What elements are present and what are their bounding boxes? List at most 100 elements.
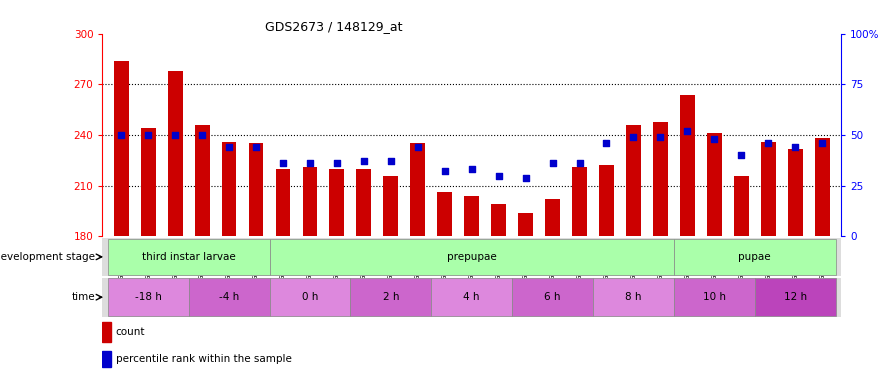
Text: 0 h: 0 h <box>302 292 318 302</box>
Bar <box>102 322 111 342</box>
Text: count: count <box>116 327 145 338</box>
Text: GSM67106: GSM67106 <box>577 240 583 280</box>
Text: GSM67105: GSM67105 <box>550 240 555 280</box>
Text: GSM67092: GSM67092 <box>226 240 232 280</box>
Text: GSM67107: GSM67107 <box>603 240 610 280</box>
Text: percentile rank within the sample: percentile rank within the sample <box>116 354 292 364</box>
Bar <box>734 176 748 236</box>
Point <box>195 132 209 138</box>
Bar <box>788 148 803 236</box>
Text: GSM67088: GSM67088 <box>118 240 125 280</box>
Point <box>546 160 560 166</box>
Text: GSM67099: GSM67099 <box>415 240 421 280</box>
Point <box>276 160 290 166</box>
Text: GSM67100: GSM67100 <box>441 240 448 280</box>
Bar <box>707 134 722 236</box>
Text: GSM67093: GSM67093 <box>253 240 259 280</box>
Point <box>734 152 748 158</box>
Point <box>222 144 236 150</box>
Bar <box>357 169 371 236</box>
Point <box>491 172 506 178</box>
Text: GSM67090: GSM67090 <box>172 240 178 280</box>
Point <box>141 132 155 138</box>
Text: GSM67108: GSM67108 <box>630 240 636 280</box>
Point <box>653 134 668 140</box>
Bar <box>222 142 237 236</box>
Point <box>572 160 587 166</box>
Bar <box>437 192 452 236</box>
Bar <box>351 278 432 316</box>
Bar <box>303 167 318 236</box>
Point <box>330 160 344 166</box>
Bar <box>465 196 479 236</box>
Text: GSM67109: GSM67109 <box>658 240 663 280</box>
Bar <box>189 278 270 316</box>
Point <box>599 140 613 146</box>
Bar <box>674 278 755 316</box>
Text: GSM67101: GSM67101 <box>469 240 474 280</box>
Text: 8 h: 8 h <box>625 292 642 302</box>
Text: third instar larvae: third instar larvae <box>142 252 236 262</box>
Bar <box>384 176 398 236</box>
Bar <box>518 213 533 236</box>
Text: GSM67091: GSM67091 <box>199 240 205 280</box>
Point <box>815 140 829 146</box>
Point <box>357 158 371 164</box>
Point <box>114 132 128 138</box>
Point <box>708 136 722 142</box>
Bar <box>108 239 270 275</box>
Bar <box>814 138 829 236</box>
Bar <box>108 278 189 316</box>
Bar <box>114 61 129 236</box>
Text: GSM67095: GSM67095 <box>307 240 313 280</box>
Bar <box>491 204 506 236</box>
Text: GSM67098: GSM67098 <box>388 240 393 280</box>
Text: 10 h: 10 h <box>703 292 726 302</box>
Point <box>465 166 479 172</box>
Text: -4 h: -4 h <box>219 292 239 302</box>
Point <box>249 144 263 150</box>
Point <box>789 144 803 150</box>
Point <box>168 132 182 138</box>
Text: GSM67094: GSM67094 <box>280 240 286 280</box>
Text: 2 h: 2 h <box>383 292 399 302</box>
Text: GSM67089: GSM67089 <box>145 240 151 280</box>
Bar <box>674 239 836 275</box>
Bar <box>572 167 587 236</box>
Bar <box>653 122 668 236</box>
Bar <box>167 71 182 236</box>
Bar <box>248 144 263 236</box>
Bar <box>755 278 836 316</box>
Bar <box>432 278 512 316</box>
Bar <box>102 351 111 367</box>
Bar <box>410 144 425 236</box>
Text: GSM67114: GSM67114 <box>739 240 744 280</box>
Bar <box>626 125 641 236</box>
Bar <box>276 169 290 236</box>
Text: GSM67115: GSM67115 <box>765 240 772 280</box>
Bar <box>512 278 593 316</box>
Bar <box>593 278 674 316</box>
Text: pupae: pupae <box>739 252 771 262</box>
Text: GSM67103: GSM67103 <box>522 240 529 280</box>
Bar <box>680 94 695 236</box>
Text: prepupae: prepupae <box>447 252 497 262</box>
Point <box>303 160 317 166</box>
Text: GSM67113: GSM67113 <box>711 240 717 280</box>
Text: -18 h: -18 h <box>134 292 162 302</box>
Bar <box>761 142 776 236</box>
Bar <box>141 128 156 236</box>
Text: GSM67097: GSM67097 <box>360 240 367 280</box>
Point <box>680 128 694 134</box>
Text: time: time <box>71 292 95 302</box>
Bar <box>270 278 351 316</box>
Bar <box>599 165 614 236</box>
Text: GSM67117: GSM67117 <box>819 240 825 280</box>
Bar <box>195 125 209 236</box>
Text: GDS2673 / 148129_at: GDS2673 / 148129_at <box>265 20 402 33</box>
Bar <box>270 239 674 275</box>
Point <box>627 134 641 140</box>
Point <box>519 174 533 180</box>
Text: GSM67102: GSM67102 <box>496 240 502 280</box>
Text: GSM67096: GSM67096 <box>334 240 340 280</box>
